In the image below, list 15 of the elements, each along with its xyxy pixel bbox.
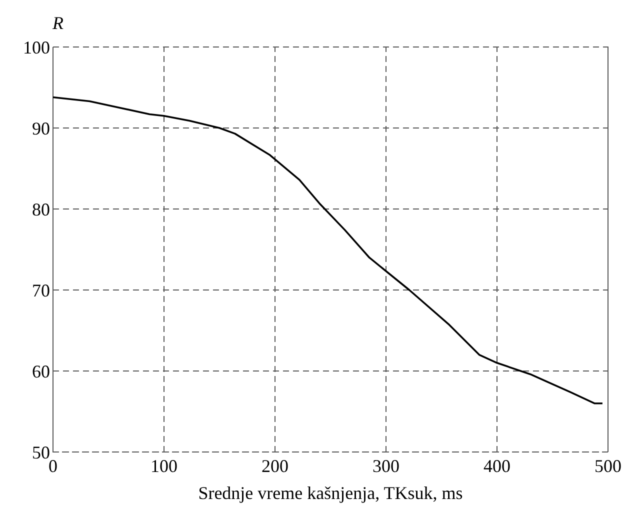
- y-tick-label: 70: [32, 280, 50, 300]
- x-tick-label: 300: [372, 456, 400, 476]
- y-tick-label: 50: [32, 442, 50, 462]
- line-series: [52, 96, 604, 404]
- y-tick-label: 90: [32, 118, 50, 138]
- y-tick-label: 100: [23, 37, 50, 58]
- x-tick-label: 400: [484, 456, 510, 476]
- y-tick-label: 60: [32, 361, 50, 382]
- x-tick-label: 500: [594, 456, 622, 476]
- x-axis-title: Srednje vreme kašnjenja, TKsuk, ms: [198, 483, 463, 503]
- y-axis-title: R: [52, 13, 64, 33]
- x-tick-label: 0: [48, 456, 58, 476]
- x-tick-label: 200: [262, 456, 288, 476]
- x-tick-label: 100: [150, 456, 178, 476]
- y-tick-label: 80: [32, 199, 50, 220]
